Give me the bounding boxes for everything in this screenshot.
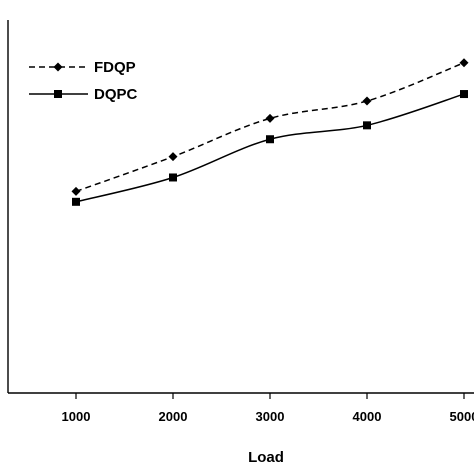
legend-item-dqpc: DQPC xyxy=(29,86,138,103)
legend-marker-fdqp xyxy=(53,62,63,72)
data-point-dqpc xyxy=(169,173,177,182)
x-tick-label: 2000 xyxy=(159,409,188,424)
data-point-fdqp xyxy=(168,152,178,162)
data-point-fdqp xyxy=(265,113,275,123)
data-point-dqpc xyxy=(72,197,80,206)
x-tick-label: 1000 xyxy=(62,409,91,424)
x-tick-label: 4000 xyxy=(353,409,382,424)
legend-item-fdqp: FDQP xyxy=(29,59,136,76)
x-axis-title: Load xyxy=(248,449,284,466)
x-tick-label: 3000 xyxy=(256,409,285,424)
data-point-fdqp xyxy=(362,96,372,106)
legend-label-fdqp: FDQP xyxy=(94,59,136,76)
data-point-dqpc xyxy=(266,135,274,144)
legend-label-dqpc: DQPC xyxy=(94,86,138,103)
data-point-fdqp xyxy=(71,186,81,196)
series-line-fdqp xyxy=(75,62,465,193)
chart-marks xyxy=(71,58,469,206)
legend-marker-dqpc xyxy=(54,90,62,98)
x-tick-label: 5000 xyxy=(450,409,474,424)
legend: FDQP DQPC xyxy=(29,59,138,103)
plot-area: 1000 2000 3000 4000 5000 xyxy=(7,20,474,424)
data-point-dqpc xyxy=(460,90,468,99)
data-point-dqpc xyxy=(363,121,371,130)
data-point-fdqp xyxy=(459,58,469,68)
series-line-dqpc xyxy=(75,93,465,203)
